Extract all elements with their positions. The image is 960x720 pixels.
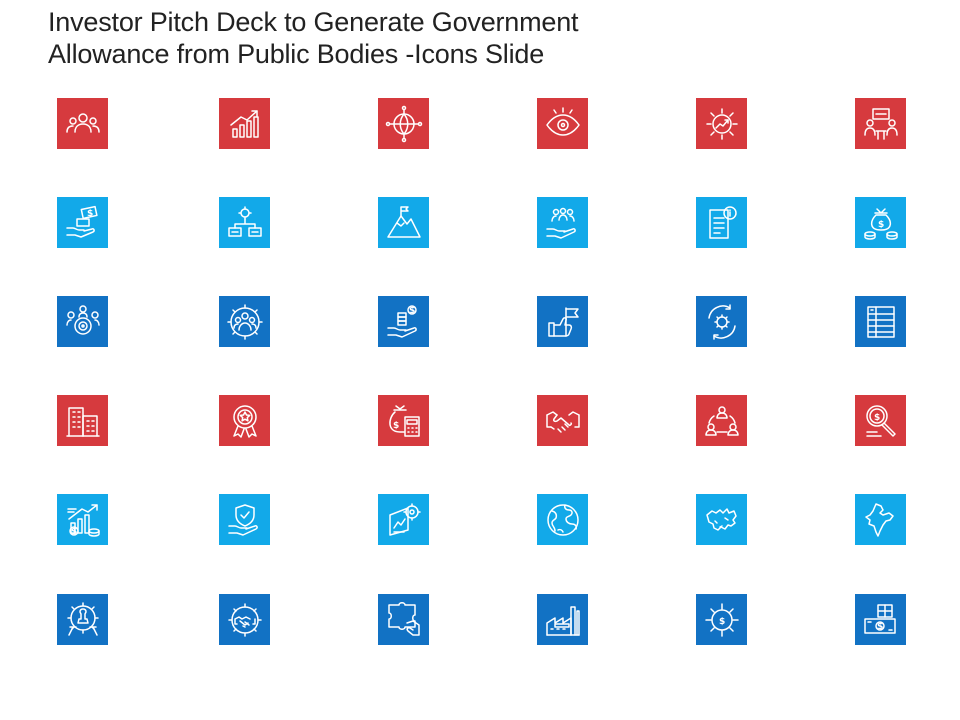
title-line-2: Allowance from Public Bodies -Icons Slid… <box>48 39 545 69</box>
money-bag-coins-icon: $ <box>863 207 898 240</box>
money-box-tile: $ <box>855 594 906 645</box>
meeting-presentation-tile <box>855 98 906 149</box>
team-tile <box>57 98 108 149</box>
puzzle-hand-tile <box>378 594 429 645</box>
growth-chart-icon <box>229 109 259 138</box>
gear-chess-icon <box>66 601 99 636</box>
hand-money-tile: $ <box>57 197 108 248</box>
team-target-icon <box>65 304 100 335</box>
factory-icon <box>545 605 580 636</box>
settings-monitor-icon <box>388 502 421 536</box>
gear-handshake-tile <box>219 594 270 645</box>
meeting-presentation-icon <box>863 107 898 140</box>
svg-text:$: $ <box>877 622 883 632</box>
gear-cycle-icon <box>707 303 736 340</box>
vision-eye-tile <box>537 98 588 149</box>
global-network-icon <box>385 105 422 142</box>
hand-team-icon <box>545 207 576 239</box>
team-target-tile <box>57 296 108 347</box>
globe-tile <box>537 494 588 545</box>
hand-money-stack-icon: $ <box>386 304 417 338</box>
globe-icon <box>546 503 579 536</box>
shield-hand-icon <box>227 503 258 536</box>
growth-gear-tile <box>696 98 747 149</box>
hand-team-tile <box>537 197 588 248</box>
ledger-icon <box>866 305 895 338</box>
title-line-1: Investor Pitch Deck to Generate Governme… <box>48 7 579 37</box>
mountain-flag-tile <box>378 197 429 248</box>
settings-monitor-tile <box>378 494 429 545</box>
finance-chart-icon: $ <box>66 503 100 537</box>
money-bag-calculator-icon: $ <box>388 404 420 437</box>
money-box-icon: $ <box>863 603 896 634</box>
dollar-magnifier-tile: $ <box>855 395 906 446</box>
gear-hierarchy-icon <box>227 205 262 237</box>
svg-text:$: $ <box>409 306 415 316</box>
svg-text:$: $ <box>71 527 77 537</box>
shield-hand-tile <box>219 494 270 545</box>
award-badge-tile <box>219 395 270 446</box>
gear-team-tile <box>219 296 270 347</box>
handshake-icon <box>545 410 580 433</box>
network-users-tile <box>696 395 747 446</box>
ledger-tile <box>855 296 906 347</box>
office-building-tile <box>57 395 108 446</box>
canada-map-tile <box>696 494 747 545</box>
factory-tile <box>537 594 588 645</box>
gear-handshake-icon <box>227 602 262 637</box>
dollar-gear-tile: $ <box>696 594 747 645</box>
document-info-icon <box>708 205 737 239</box>
svg-text:$: $ <box>719 617 725 627</box>
office-building-icon <box>65 406 100 437</box>
hand-flag-icon <box>547 306 579 337</box>
puzzle-hand-icon <box>387 601 420 636</box>
svg-text:$: $ <box>393 421 399 431</box>
gear-team-icon <box>226 303 263 340</box>
award-badge-icon <box>232 404 257 438</box>
gear-chess-tile <box>57 594 108 645</box>
hand-money-stack-tile: $ <box>378 296 429 347</box>
gear-cycle-tile <box>696 296 747 347</box>
svg-text:$: $ <box>87 209 93 219</box>
money-bag-calculator-tile: $ <box>378 395 429 446</box>
gear-hierarchy-tile <box>219 197 270 248</box>
finance-chart-tile: $ <box>57 494 108 545</box>
hand-money-icon: $ <box>65 205 98 238</box>
india-map-tile <box>855 494 906 545</box>
network-users-icon <box>704 405 739 436</box>
growth-gear-icon <box>705 107 738 140</box>
team-icon <box>65 112 100 133</box>
mountain-flag-icon <box>386 205 421 238</box>
dollar-magnifier-icon: $ <box>865 404 896 437</box>
canada-map-icon <box>705 507 737 531</box>
hand-flag-tile <box>537 296 588 347</box>
document-info-tile <box>696 197 747 248</box>
svg-text:$: $ <box>874 413 880 423</box>
vision-eye-icon <box>545 106 580 136</box>
svg-text:$: $ <box>878 220 884 230</box>
global-network-tile <box>378 98 429 149</box>
handshake-tile <box>537 395 588 446</box>
money-bag-coins-tile: $ <box>855 197 906 248</box>
india-map-icon <box>864 502 894 537</box>
dollar-gear-icon: $ <box>704 602 739 637</box>
slide-title: Investor Pitch Deck to Generate Governme… <box>48 6 928 70</box>
growth-chart-tile <box>219 98 270 149</box>
